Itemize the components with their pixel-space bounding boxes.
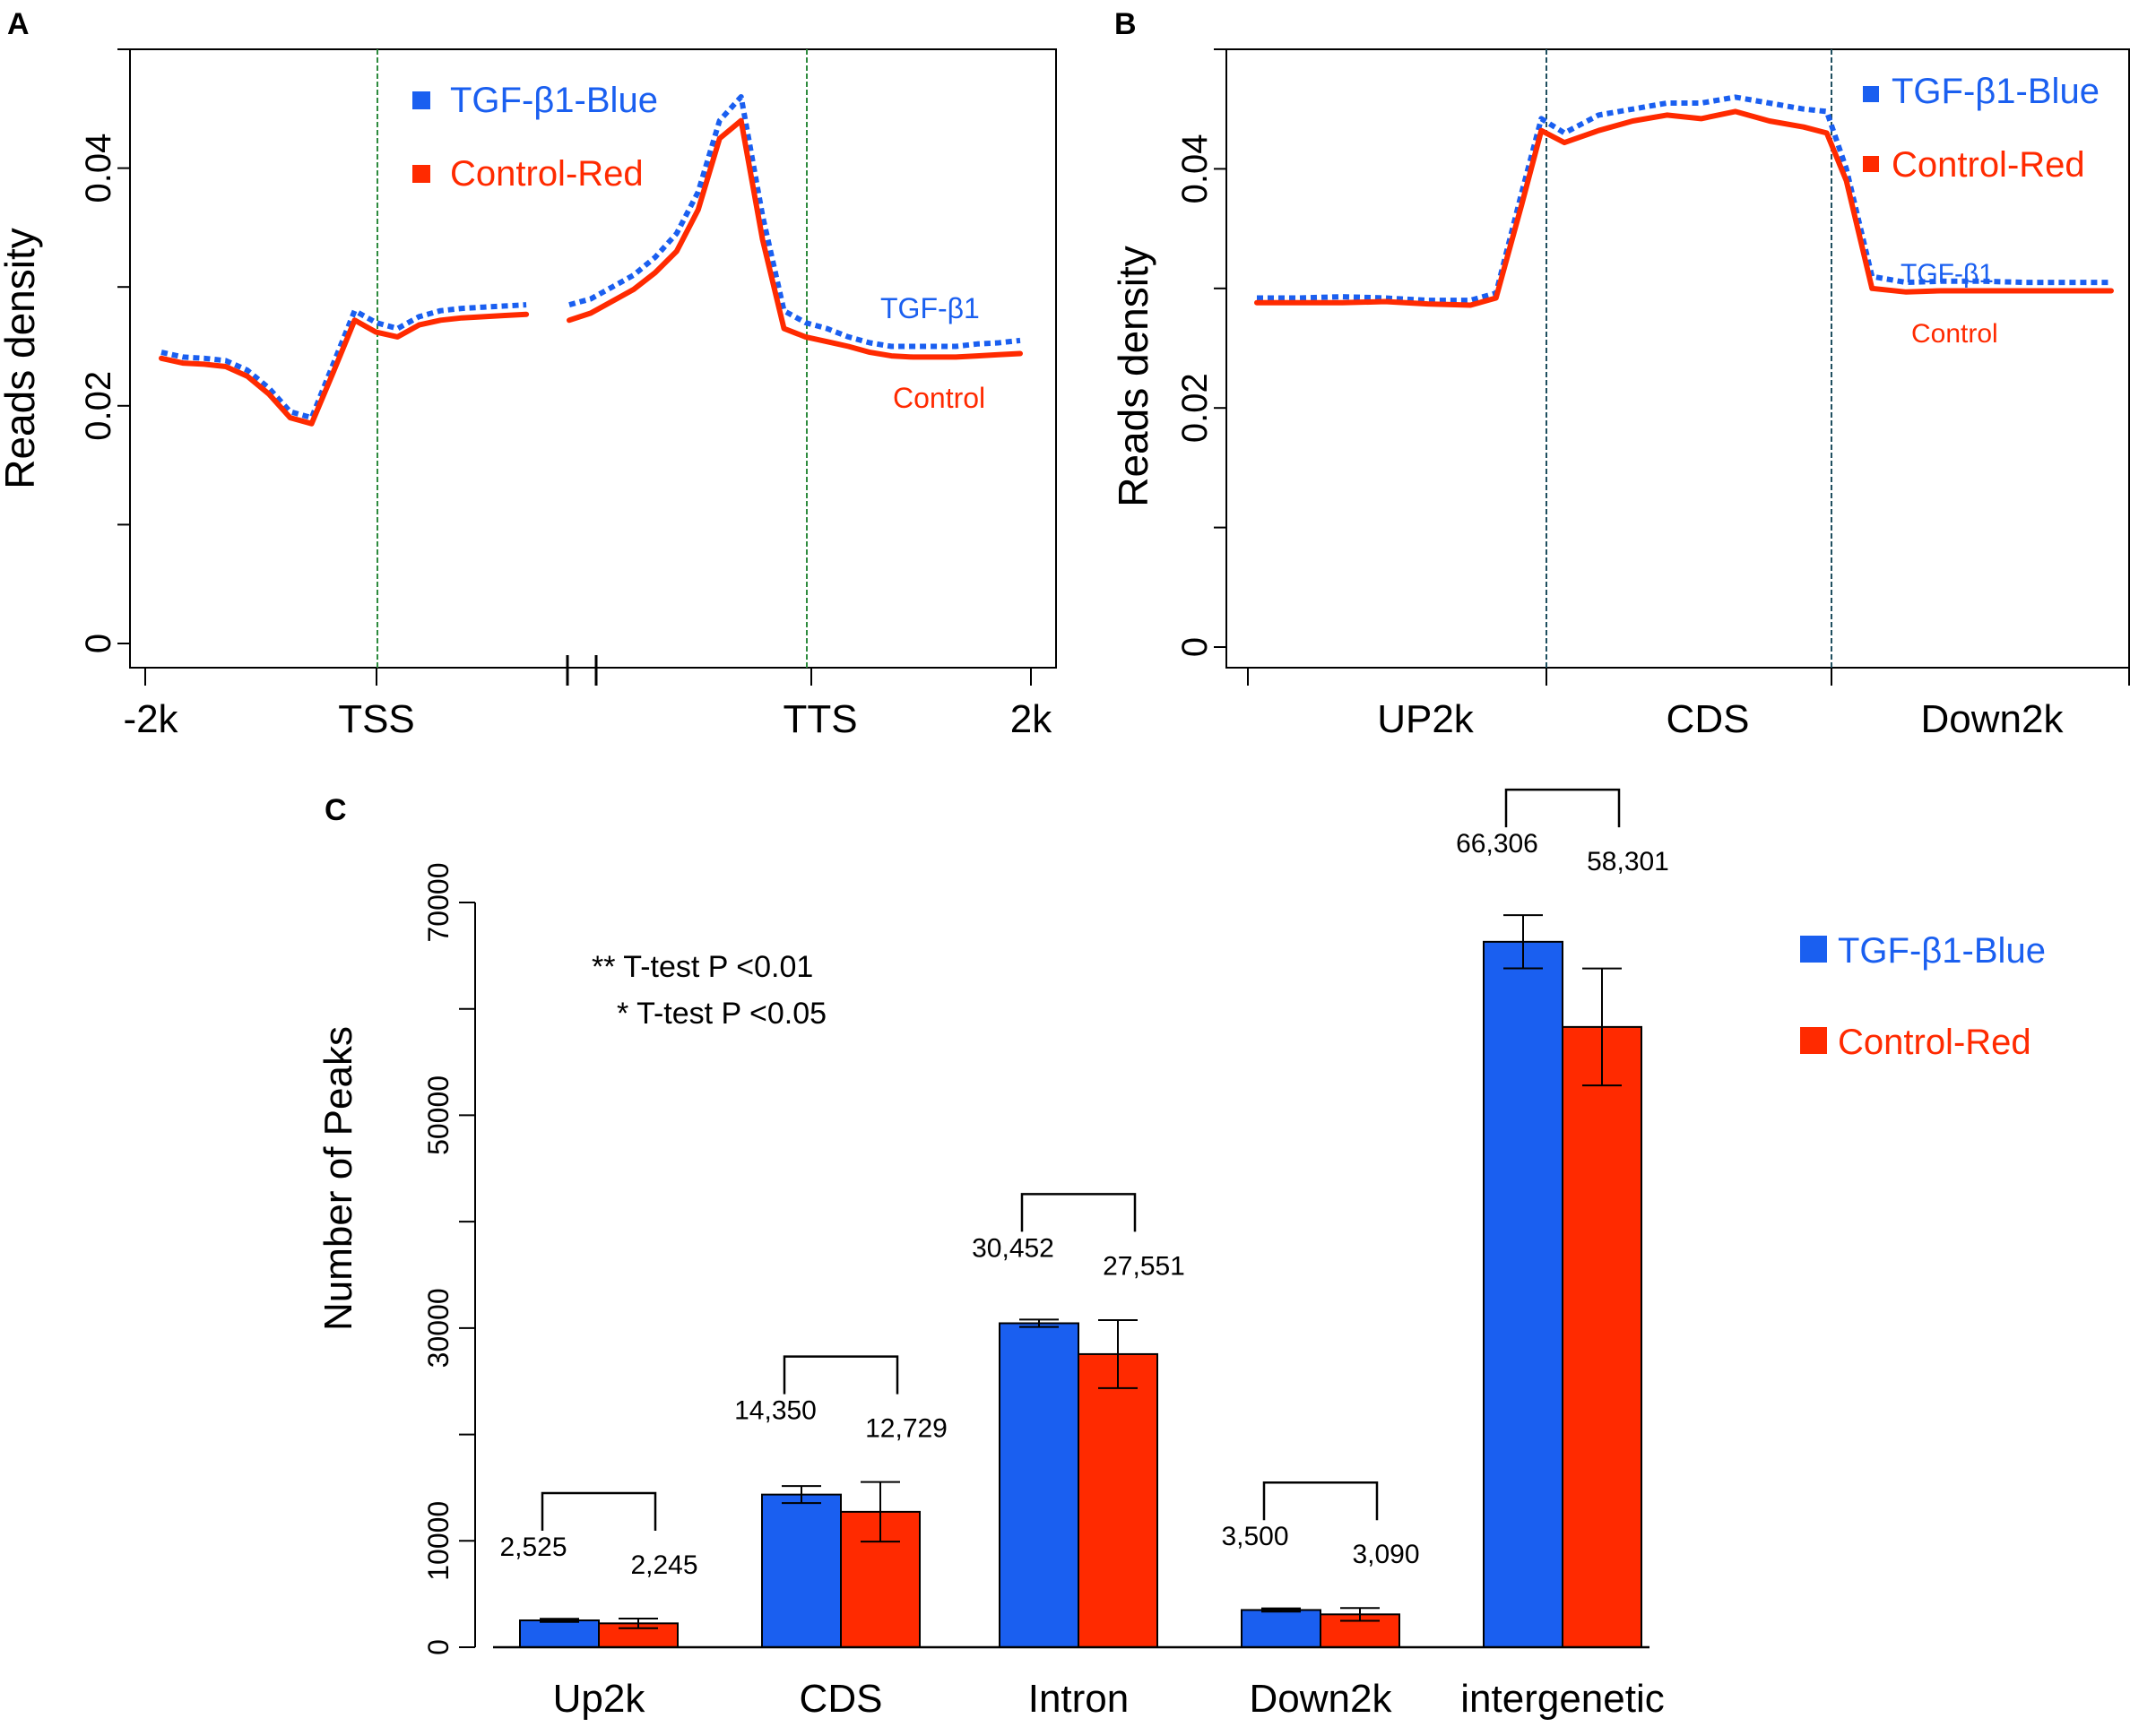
control-value-label: 58,301: [1587, 847, 1669, 876]
x-category-label: Up2k: [553, 1677, 646, 1721]
panel-a-annotation-control: Control: [893, 382, 985, 414]
panel-c-legend: TGF-β1-Blue Control-Red: [1800, 931, 2046, 1062]
control-value-label: 12,729: [865, 1414, 948, 1444]
panel-c-ylabel: Number of Peaks: [316, 1026, 360, 1331]
panel-label-c: C: [325, 793, 347, 827]
significance-bracket: [1504, 788, 1621, 828]
tgf-value-label: 2,525: [499, 1533, 567, 1562]
y-tick-label: 0.04: [79, 134, 118, 203]
panel-b: Reads density 0 0.02 0.04 UP2k CDS Down2k TG…: [1110, 48, 2130, 741]
x-tick-label: TTS: [783, 697, 857, 741]
panel-label-a: A: [7, 7, 30, 41]
legend-swatch-blue: [1863, 86, 1879, 102]
panel-c-yaxis: 0 10000 30000 50000 70000: [422, 863, 476, 1655]
control-bar: [1078, 1352, 1158, 1649]
legend-swatch-red: [412, 165, 430, 183]
legend-label-blue: TGF-β1-Blue: [450, 81, 658, 120]
tgf-bar: [519, 1619, 600, 1649]
x-tick-label: UP2k: [1377, 697, 1475, 741]
panel-c-xaxis: Up2k CDS Intron Down2k intergenetic: [493, 1645, 1665, 1721]
legend-swatch-blue: [1800, 936, 1827, 963]
panel-c-note-p001: ** T-test P <0.01: [592, 950, 813, 984]
y-tick-label: 0: [1175, 637, 1215, 657]
panel-a: Reads density 0 0.02 0.04 -2k TSS TTS 2k TGF-…: [0, 48, 1057, 741]
control-series-line: [1254, 108, 2114, 308]
panel-b-legend: TGF-β1-Blue Control-Red: [1863, 72, 2100, 185]
y-tick-label: 30000: [422, 1288, 455, 1368]
tgf-value-label: 30,452: [972, 1233, 1054, 1263]
x-category-label: CDS: [800, 1677, 883, 1721]
panel-label-b: B: [1114, 7, 1137, 41]
panel-b-xaxis: UP2k CDS Down2k: [1247, 668, 2130, 741]
legend-label-red: Control-Red: [1892, 145, 2085, 185]
legend-swatch-red: [1863, 156, 1879, 172]
tgf-value-label: 14,350: [734, 1396, 817, 1426]
panel-a-lines: [159, 49, 1023, 668]
y-tick-label: 10000: [422, 1501, 455, 1581]
legend-label-blue: TGF-β1-Blue: [1892, 72, 2100, 111]
control-value-label: 2,245: [630, 1550, 697, 1580]
tgf-bar: [1483, 940, 1563, 1648]
x-tick-label: 2k: [1010, 697, 1052, 741]
control-bar: [1562, 1025, 1642, 1648]
y-tick-label: 0.02: [79, 371, 118, 441]
tgf-series-line: [568, 94, 1021, 350]
panel-b-frame: [1225, 48, 2130, 669]
legend-label-red: Control-Red: [450, 154, 644, 194]
panel-a-yaxis: 0 0.02 0.04: [79, 48, 130, 653]
x-tick-label: -2k: [123, 697, 178, 741]
tgf-bar: [999, 1322, 1079, 1648]
x-category-label: Down2k: [1250, 1677, 1393, 1721]
x-category-label: intergenetic: [1460, 1677, 1664, 1721]
y-tick-label: 50000: [422, 1075, 455, 1155]
y-tick-label: 0: [79, 634, 118, 653]
panel-b-ylabel: Reads density: [1110, 246, 1156, 507]
control-value-label: 3,090: [1352, 1540, 1419, 1569]
x-tick-label: Down2k: [1921, 697, 2065, 741]
significance-bracket: [1020, 1193, 1137, 1232]
legend-label-red: Control-Red: [1838, 1023, 2031, 1062]
control-value-label: 27,551: [1103, 1251, 1185, 1281]
x-tick-label: TSS: [338, 697, 415, 741]
panel-a-legend: TGF-β1-Blue Control-Red: [412, 81, 658, 194]
y-tick-label: 70000: [422, 863, 455, 943]
panel-a-annotation-tgf: TGF-β1: [880, 292, 980, 324]
panel-a-frame: [129, 48, 1057, 669]
panel-b-lines: [1254, 49, 2114, 668]
legend-swatch-red: [1800, 1027, 1827, 1054]
y-tick-label: 0.04: [1175, 134, 1215, 203]
legend-swatch-blue: [412, 91, 430, 109]
panel-b-yaxis: 0 0.02 0.04: [1175, 48, 1226, 657]
tgf-series-line: [1257, 94, 2111, 304]
x-category-label: Intron: [1028, 1677, 1130, 1721]
significance-bracket: [783, 1355, 899, 1395]
significance-bracket: [1262, 1481, 1379, 1521]
y-tick-label: 0.02: [1175, 373, 1215, 443]
panel-a-xaxis: -2k TSS TTS 2k: [123, 655, 1052, 741]
y-tick-label: 0: [422, 1639, 455, 1655]
panel-a-ylabel: Reads density: [0, 228, 43, 489]
tgf-value-label: 66,306: [1456, 829, 1538, 859]
tgf-value-label: 3,500: [1221, 1522, 1288, 1551]
tgf-series-line: [160, 302, 527, 421]
panel-c-note-p005: * T-test P <0.05: [617, 997, 827, 1031]
panel-b-annotation-tgf: TGF-β1: [1901, 259, 1994, 289]
control-series-line: [159, 311, 530, 427]
x-tick-label: CDS: [1667, 697, 1750, 741]
panel-c-bars: 2,525 2,245 14,350 12,729 30,452 27,551 3,500 3…: [499, 788, 1669, 1649]
panel-c: Number of Peaks 0 10000 30000 50000 70000 2,…: [316, 788, 2046, 1721]
control-series-line: [567, 117, 1023, 360]
panel-b-annotation-control: Control: [1911, 319, 1998, 349]
significance-bracket: [541, 1491, 657, 1532]
tgf-bar: [1241, 1609, 1321, 1648]
tgf-bar: [761, 1493, 842, 1649]
legend-label-blue: TGF-β1-Blue: [1838, 931, 2046, 971]
